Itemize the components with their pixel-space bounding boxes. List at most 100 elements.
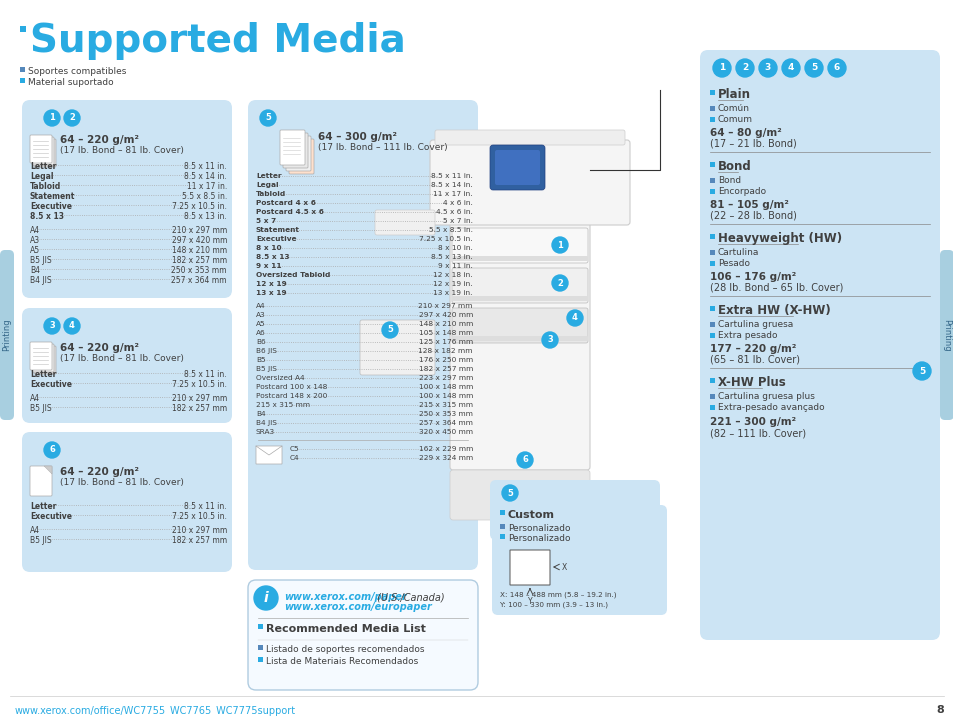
Text: 6: 6 [521, 455, 527, 465]
Circle shape [827, 59, 845, 77]
Text: A4: A4 [30, 394, 40, 403]
Text: 8 x 10 in.: 8 x 10 in. [437, 245, 473, 251]
Text: 5: 5 [265, 114, 271, 122]
Text: 4 x 6 in.: 4 x 6 in. [442, 200, 473, 206]
Text: (65 – 81 lb. Cover): (65 – 81 lb. Cover) [709, 355, 800, 365]
Text: 182 x 257 mm: 182 x 257 mm [418, 366, 473, 372]
Text: 8.5 x 13: 8.5 x 13 [255, 254, 289, 260]
Text: A4: A4 [30, 226, 40, 235]
Circle shape [735, 59, 753, 77]
Text: B4 JIS: B4 JIS [30, 276, 51, 285]
Text: A6: A6 [255, 330, 265, 336]
Text: Oversized A4: Oversized A4 [255, 375, 304, 381]
Text: 250 x 353 mm: 250 x 353 mm [418, 411, 473, 417]
Text: 5: 5 [507, 488, 513, 498]
Bar [499, 524, 504, 529]
Bar [709, 250, 714, 255]
Text: 6: 6 [833, 64, 840, 72]
Text: (82 – 111 lb. Cover): (82 – 111 lb. Cover) [709, 428, 805, 438]
Text: 64 – 220 g/m²: 64 – 220 g/m² [60, 467, 139, 477]
Bar [709, 90, 714, 95]
Text: 210 x 297 mm: 210 x 297 mm [418, 303, 473, 309]
Text: Printing: Printing [3, 319, 11, 352]
Text: 81 – 105 g/m²: 81 – 105 g/m² [709, 200, 788, 210]
Text: Letter: Letter [30, 502, 56, 511]
Bar [257, 645, 263, 650]
Text: Supported Media: Supported Media [30, 22, 405, 60]
Text: 125 x 176 mm: 125 x 176 mm [418, 339, 473, 345]
Text: 5 x 7 in.: 5 x 7 in. [442, 218, 473, 224]
Text: 297 x 420 mm: 297 x 420 mm [418, 312, 473, 318]
Text: 221 – 300 g/m²: 221 – 300 g/m² [709, 417, 796, 427]
Text: SRA3: SRA3 [255, 429, 274, 435]
Text: 210 x 297 mm: 210 x 297 mm [172, 226, 227, 235]
Circle shape [64, 318, 80, 334]
Bar [709, 162, 714, 167]
Text: 5: 5 [387, 326, 393, 334]
Text: 2: 2 [557, 279, 562, 288]
Text: 100 x 148 mm: 100 x 148 mm [418, 393, 473, 399]
Text: C4: C4 [290, 455, 299, 461]
Text: 2: 2 [69, 114, 75, 122]
Text: Plain: Plain [718, 88, 750, 101]
Text: B4: B4 [255, 411, 265, 417]
Text: B5 JIS: B5 JIS [30, 536, 51, 545]
Text: 7.25 x 10.5 in.: 7.25 x 10.5 in. [172, 380, 227, 389]
Bar [709, 178, 714, 183]
Text: Encorpado: Encorpado [718, 187, 765, 196]
Text: Y: 100 – 330 mm (3.9 – 13 in.): Y: 100 – 330 mm (3.9 – 13 in.) [499, 602, 607, 609]
Text: 5: 5 [810, 64, 817, 72]
Text: 8: 8 [935, 705, 943, 715]
Text: Extra pesado: Extra pesado [718, 331, 777, 340]
Bar [20, 26, 26, 32]
Text: 5.5 x 8.5 in.: 5.5 x 8.5 in. [182, 192, 227, 201]
Circle shape [517, 452, 533, 468]
Circle shape [501, 485, 517, 501]
Text: Printing: Printing [942, 319, 950, 352]
Text: (17 lb. Bond – 81 lb. Cover): (17 lb. Bond – 81 lb. Cover) [60, 478, 184, 487]
Text: Material suportado: Material suportado [28, 78, 113, 87]
Text: Pesado: Pesado [718, 259, 749, 268]
Text: Oversized Tabloid: Oversized Tabloid [255, 272, 330, 278]
Text: Cartulina gruesa plus: Cartulina gruesa plus [718, 392, 814, 401]
FancyBboxPatch shape [452, 268, 587, 303]
Text: Statement: Statement [255, 227, 299, 233]
FancyBboxPatch shape [248, 580, 477, 690]
Text: 8.5 x 11 in.: 8.5 x 11 in. [184, 370, 227, 379]
Text: Comum: Comum [718, 115, 752, 124]
FancyBboxPatch shape [490, 480, 659, 540]
Text: A4: A4 [255, 303, 265, 309]
FancyBboxPatch shape [375, 210, 435, 235]
FancyBboxPatch shape [22, 432, 232, 572]
Text: Personalizado: Personalizado [507, 534, 570, 543]
Text: B4 JIS: B4 JIS [255, 420, 276, 426]
Text: Personalizado: Personalizado [507, 524, 570, 533]
Text: 6: 6 [49, 445, 55, 455]
Bar [709, 106, 714, 111]
Text: i: i [263, 591, 268, 605]
Text: X: 148 – 488 mm (5.8 – 19.2 in.): X: 148 – 488 mm (5.8 – 19.2 in.) [499, 592, 616, 599]
Text: 5.5 x 8.5 in.: 5.5 x 8.5 in. [429, 227, 473, 233]
Text: (17 – 21 lb. Bond): (17 – 21 lb. Bond) [709, 139, 796, 149]
Text: Postcard 4 x 6: Postcard 4 x 6 [255, 200, 315, 206]
Text: X-HW Plus: X-HW Plus [718, 376, 785, 389]
FancyBboxPatch shape [30, 135, 52, 163]
Text: 148 x 210 mm: 148 x 210 mm [418, 321, 473, 327]
Bar [709, 394, 714, 399]
Text: Letter: Letter [30, 370, 56, 379]
FancyBboxPatch shape [510, 550, 550, 585]
Text: 223 x 297 mm: 223 x 297 mm [418, 375, 473, 381]
Bar [709, 189, 714, 194]
Text: 1: 1 [719, 64, 724, 72]
Bar [257, 657, 263, 662]
Text: 7.25 x 10.5 in.: 7.25 x 10.5 in. [172, 512, 227, 521]
Text: 210 x 297 mm: 210 x 297 mm [172, 526, 227, 535]
Text: 11 x 17 in.: 11 x 17 in. [433, 191, 473, 197]
Text: 215 x 315 mm: 215 x 315 mm [255, 402, 310, 408]
FancyBboxPatch shape [34, 139, 56, 167]
Text: (22 – 28 lb. Bond): (22 – 28 lb. Bond) [709, 211, 796, 221]
Text: 128 x 182 mm: 128 x 182 mm [418, 348, 473, 354]
Text: A5: A5 [255, 321, 265, 327]
Text: 177 – 220 g/m²: 177 – 220 g/m² [709, 344, 796, 354]
Text: 8.5 x 13 in.: 8.5 x 13 in. [431, 254, 473, 260]
